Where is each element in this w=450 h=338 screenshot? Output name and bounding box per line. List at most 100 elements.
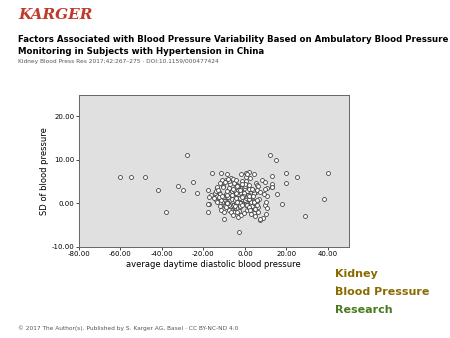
Point	[223, 193, 230, 198]
Point	[179, 188, 186, 193]
Point	[236, 196, 243, 201]
Point	[217, 199, 224, 205]
Point	[241, 184, 248, 189]
Point	[238, 184, 246, 190]
Point	[256, 190, 263, 195]
Point	[268, 185, 275, 190]
Point	[261, 191, 268, 197]
Point	[212, 191, 219, 196]
Point	[243, 174, 250, 179]
Point	[226, 201, 234, 206]
Point	[229, 188, 236, 193]
Y-axis label: SD of blood pressure: SD of blood pressure	[40, 127, 49, 215]
Point	[262, 212, 270, 217]
Point	[272, 157, 279, 163]
Point	[230, 202, 237, 208]
Point	[228, 207, 235, 213]
Point	[232, 190, 239, 195]
Point	[234, 184, 241, 189]
Point	[248, 203, 255, 208]
Point	[215, 189, 222, 195]
Point	[278, 201, 285, 207]
Point	[269, 182, 276, 187]
Point	[244, 192, 251, 198]
Point	[242, 202, 249, 208]
Point	[255, 184, 262, 189]
Point	[232, 191, 239, 196]
Point	[238, 189, 245, 194]
Point	[239, 198, 246, 203]
Point	[228, 209, 235, 215]
Text: ·: ·	[335, 282, 338, 292]
Point	[242, 196, 249, 201]
Point	[246, 183, 253, 188]
Point	[212, 189, 219, 194]
Point	[244, 207, 251, 213]
Point	[232, 197, 239, 202]
Point	[324, 170, 332, 175]
Point	[239, 196, 246, 202]
Point	[213, 185, 220, 190]
Point	[242, 197, 249, 203]
Point	[230, 186, 237, 192]
Point	[245, 169, 252, 174]
Point	[219, 177, 226, 182]
Point	[216, 180, 224, 186]
Point	[320, 196, 328, 202]
Point	[242, 171, 249, 176]
Point	[194, 190, 201, 196]
Point	[231, 203, 239, 208]
Point	[219, 194, 226, 199]
Point	[238, 181, 245, 187]
Point	[250, 198, 257, 204]
Point	[240, 195, 247, 200]
Point	[217, 203, 224, 209]
Point	[243, 199, 250, 204]
Point	[247, 207, 254, 212]
Point	[205, 201, 212, 207]
Point	[254, 188, 261, 193]
Point	[235, 229, 243, 235]
Point	[183, 153, 190, 158]
Point	[245, 206, 252, 211]
Point	[224, 171, 231, 177]
Point	[223, 192, 230, 197]
Point	[241, 194, 248, 199]
Point	[249, 204, 256, 210]
Point	[234, 203, 241, 209]
Point	[301, 213, 308, 219]
Point	[205, 194, 212, 200]
Point	[217, 208, 225, 213]
Point	[233, 199, 240, 204]
Point	[243, 200, 250, 206]
Point	[225, 208, 232, 213]
Point	[248, 211, 255, 217]
Point	[230, 176, 237, 182]
Point	[238, 195, 246, 200]
Point	[240, 190, 247, 196]
Point	[230, 188, 237, 193]
Point	[233, 195, 240, 201]
Point	[237, 204, 244, 209]
Point	[236, 187, 243, 193]
Point	[232, 200, 239, 206]
Point	[241, 188, 248, 194]
Point	[249, 187, 256, 193]
Point	[231, 210, 238, 215]
Point	[214, 193, 221, 198]
Point	[252, 189, 260, 194]
Point	[243, 200, 250, 206]
Point	[246, 187, 253, 192]
Point	[237, 213, 244, 218]
Point	[224, 194, 231, 200]
Point	[142, 174, 149, 180]
Point	[251, 201, 258, 207]
Point	[224, 176, 231, 182]
Point	[211, 195, 218, 201]
Point	[216, 192, 224, 197]
Point	[162, 209, 170, 215]
Point	[253, 182, 261, 188]
Point	[237, 200, 244, 206]
Point	[263, 205, 270, 210]
Point	[263, 185, 270, 190]
